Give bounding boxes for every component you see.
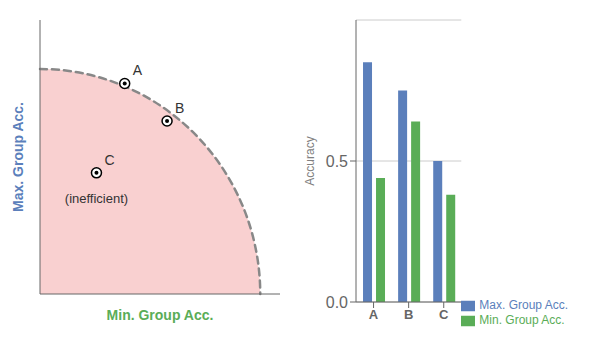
svg-text:A: A <box>133 62 143 78</box>
svg-text:B: B <box>175 100 184 116</box>
svg-text:Min. Group Acc.: Min. Group Acc. <box>107 307 214 323</box>
svg-text:B: B <box>404 307 413 322</box>
svg-text:C: C <box>104 152 114 168</box>
svg-text:A: A <box>369 307 379 322</box>
html-text:Min. Group Acc.: Min. Group Acc. <box>479 313 565 328</box>
html-text:Max. Group Acc.: Max. Group Acc. <box>479 298 568 313</box>
svg-text:0.0: 0.0 <box>326 294 348 311</box>
svg-text:Accuracy: Accuracy <box>303 136 317 185</box>
svg-text:C: C <box>439 307 449 322</box>
svg-text:(inefficient): (inefficient) <box>65 191 128 206</box>
svg-text:0.5: 0.5 <box>326 153 348 170</box>
svg-text:Max. Group Acc.: Max. Group Acc. <box>10 102 26 212</box>
